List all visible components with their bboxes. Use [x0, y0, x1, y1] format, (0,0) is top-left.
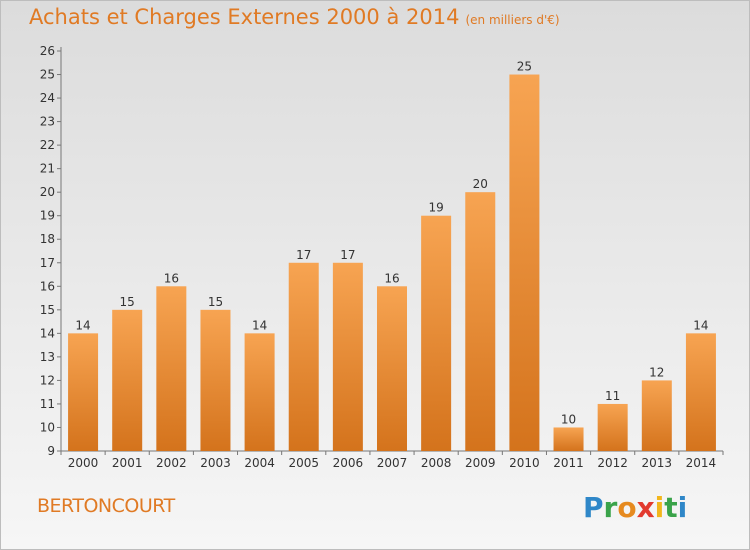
y-tick-label: 23: [40, 115, 55, 129]
data-label-2006: 17: [340, 248, 355, 262]
y-tick-label: 12: [40, 373, 55, 387]
data-label-2000: 14: [75, 318, 90, 332]
data-label-2010: 25: [517, 60, 532, 74]
y-tick-label: 11: [40, 397, 55, 411]
data-label-2013: 12: [649, 365, 664, 379]
bar-2001: [112, 309, 143, 451]
bar-2010: [509, 74, 540, 451]
bar-2009: [465, 192, 496, 452]
data-label-2001: 15: [120, 295, 135, 309]
bar-2007: [377, 286, 407, 451]
y-tick-label: 16: [40, 279, 55, 293]
x-tick-label: 2000: [68, 456, 99, 470]
data-label-2009: 20: [473, 177, 488, 191]
x-tick-label: 2010: [509, 456, 540, 470]
data-label-2007: 16: [384, 271, 399, 285]
x-tick-label: 2012: [597, 456, 628, 470]
x-tick-label: 2005: [288, 456, 319, 470]
bar-2005: [288, 262, 319, 451]
x-tick-label: 2014: [686, 456, 717, 470]
chart-title: Achats et Charges Externes 2000 à 2014 (e…: [29, 5, 560, 29]
data-label-2014: 14: [693, 318, 708, 332]
data-label-2004: 14: [252, 318, 267, 332]
data-label-2005: 17: [296, 248, 311, 262]
y-tick-label: 17: [40, 256, 55, 270]
data-label-2003: 15: [208, 295, 223, 309]
x-tick-label: 2004: [244, 456, 275, 470]
proxiti-logo: Proxiti: [583, 491, 688, 524]
y-tick-label: 10: [40, 420, 55, 434]
x-tick-label: 2006: [333, 456, 364, 470]
y-tick-label: 18: [40, 232, 55, 246]
y-tick-label: 22: [40, 138, 55, 152]
bar-2003: [200, 309, 231, 451]
y-tick-label: 21: [40, 162, 55, 176]
commune-name: BERTONCOURT: [37, 495, 175, 517]
y-tick-label: 26: [40, 44, 55, 58]
y-tick-label: 24: [40, 91, 55, 105]
chart-title-text: Achats et Charges Externes 2000 à 2014: [29, 5, 460, 29]
y-tick-label: 14: [40, 326, 55, 340]
bar-2006: [332, 262, 363, 451]
x-tick-label: 2011: [553, 456, 584, 470]
x-tick-label: 2008: [421, 456, 452, 470]
bar-2004: [244, 333, 275, 451]
bar-2012: [597, 403, 628, 451]
y-tick-label: 19: [40, 209, 55, 223]
bar-2002: [156, 286, 187, 451]
bar-2008: [421, 215, 452, 451]
y-tick-label: 15: [40, 303, 55, 317]
x-tick-label: 2013: [642, 456, 673, 470]
x-tick-label: 2001: [112, 456, 143, 470]
x-tick-label: 2003: [200, 456, 231, 470]
x-tick-label: 2009: [465, 456, 496, 470]
y-tick-label: 25: [40, 68, 55, 82]
y-tick-label: 13: [40, 350, 55, 364]
bar-2011: [553, 427, 584, 451]
x-tick-label: 2007: [377, 456, 408, 470]
y-tick-label: 9: [47, 444, 55, 458]
y-tick-label: 20: [40, 185, 55, 199]
bar-2013: [641, 380, 672, 451]
data-label-2002: 16: [164, 271, 179, 285]
data-label-2011: 10: [561, 412, 576, 426]
data-label-2012: 11: [605, 389, 620, 403]
data-label-2008: 19: [428, 201, 443, 215]
x-tick-label: 2002: [156, 456, 187, 470]
bar-2014: [685, 333, 716, 451]
chart-subtitle: (en milliers d'€): [465, 13, 560, 27]
bar-2000: [68, 333, 99, 451]
